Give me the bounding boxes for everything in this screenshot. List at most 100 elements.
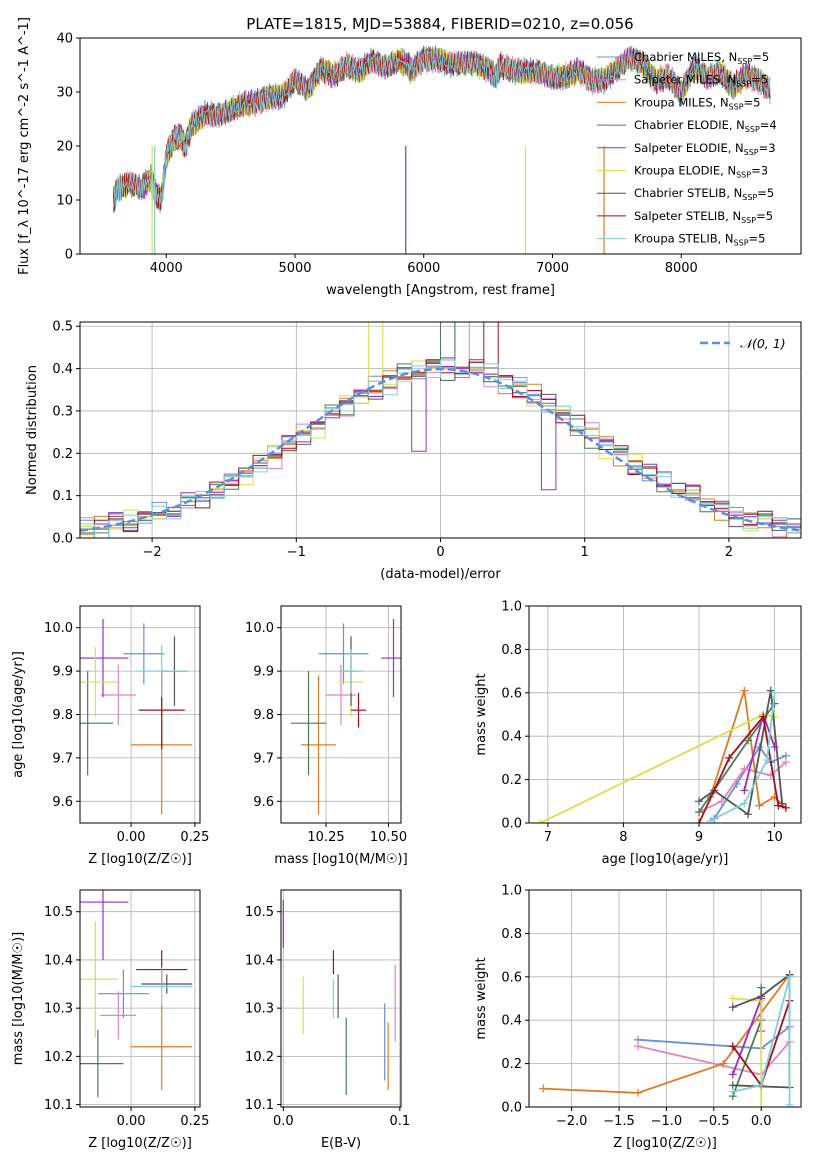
y-tick-label: 0.2	[52, 447, 73, 462]
y-tick-label: 10.4	[44, 953, 73, 968]
y-tick-label: 1.0	[501, 600, 522, 615]
weight-series-line	[709, 692, 776, 822]
weight-point-marker	[728, 994, 737, 1003]
x-tick-label: 10	[766, 830, 783, 845]
x-tick-label: 7000	[536, 261, 569, 276]
chart-panel-mass-weight-vs-Z: −2.0 −1.5 −1.0 −0.5 0.0 0.0 0.2 0.4 0.6 0.8 1.0 Z […	[474, 884, 802, 1151]
y-tick-label: 10.0	[44, 621, 73, 636]
y-tick-label: 1.0	[501, 884, 522, 899]
x-tick-label: −0.5	[698, 1114, 730, 1129]
axis-frame	[528, 889, 802, 1108]
weight-point-marker	[763, 756, 771, 765]
x-axis-label: Z [log10(Z/Z☉)]	[88, 1136, 192, 1151]
weight-point-marker	[740, 799, 749, 808]
x-tick-label: 10.25	[307, 830, 344, 845]
x-axis-label: Z [log10(Z/Z☉)]	[613, 1136, 717, 1151]
weight-point-marker	[785, 1100, 794, 1107]
weight-point-marker	[781, 758, 790, 767]
weight-point-marker	[719, 1059, 728, 1068]
axis-frame	[280, 889, 402, 1108]
weight-point-marker	[757, 1103, 766, 1107]
chart-panel-mass-vs-Z: 0.00 0.25 10.1 10.2 10.3 10.4 10.5 Z [log10(Z/Z…	[11, 889, 209, 1151]
x-tick-label: −2.0	[556, 1114, 588, 1129]
x-tick-label: −1.5	[603, 1114, 635, 1129]
y-tick-label: 40	[56, 32, 73, 47]
y-tick-label: 10.0	[245, 621, 274, 636]
x-tick-label: 0.25	[180, 1114, 209, 1129]
x-tick-label: −1	[287, 545, 306, 560]
x-axis-label: E(B-V)	[321, 1136, 361, 1151]
x-tick-label: 0.0	[273, 1114, 294, 1129]
x-tick-label: 5000	[278, 261, 311, 276]
y-tick-label: 0.0	[52, 532, 73, 547]
plot-area	[80, 619, 193, 815]
weight-point-marker	[728, 1003, 737, 1012]
gaussian-reference-line	[80, 367, 801, 532]
plot-area	[113, 45, 771, 254]
x-tick-label: 8	[619, 830, 627, 845]
y-tick-label: 20	[56, 140, 73, 155]
weight-point-marker	[728, 1070, 737, 1079]
weight-point-marker	[725, 753, 734, 762]
legend-label: Kroupa ELODIE, NSSP=3	[634, 164, 768, 180]
y-tick-label: 10.5	[245, 905, 274, 920]
x-axis-label: age [log10(age/yr)]	[602, 852, 729, 867]
weight-series-line	[732, 976, 791, 1105]
x-tick-label: −1.0	[651, 1114, 683, 1129]
spectrum-line	[113, 48, 771, 207]
weight-point-marker	[785, 972, 794, 981]
y-tick-label: 10.3	[44, 1002, 73, 1017]
plot-area	[539, 970, 794, 1107]
x-axis-label: wavelength [Angstrom, rest frame]	[326, 283, 555, 298]
weight-point-marker	[695, 819, 703, 823]
x-axis-label: (data-model)/error	[380, 567, 501, 582]
y-tick-label: 9.8	[52, 708, 73, 723]
x-tick-label: 2	[725, 545, 733, 560]
y-tick-label: 0.6	[501, 970, 522, 985]
x-tick-label: 0.00	[117, 1114, 146, 1129]
y-tick-label: 10.4	[245, 953, 274, 968]
x-tick-label: 0	[436, 545, 444, 560]
weight-point-marker	[744, 736, 753, 745]
weight-point-marker	[728, 1087, 737, 1096]
y-tick-label: 0.4	[52, 362, 73, 377]
x-tick-label: 7	[544, 830, 552, 845]
y-axis-label: mass weight	[474, 957, 489, 1039]
weight-point-marker	[744, 810, 753, 819]
legend-label: Salpeter STELIB, NSSP=5	[634, 209, 773, 225]
y-tick-label: 10.2	[44, 1050, 73, 1065]
y-axis-label: Flux [f_λ 10^-17 erg cm^-2 s^-1 A^-1]	[17, 17, 32, 275]
legend-label: Chabrier ELODIE, NSSP=4	[634, 118, 777, 134]
y-tick-label: 9.7	[52, 751, 73, 766]
weight-series-line	[543, 974, 791, 1094]
x-tick-label: 4000	[150, 261, 183, 276]
weight-point-marker	[536, 819, 545, 823]
y-axis-label: age [log10(age/yr)]	[11, 651, 26, 778]
y-tick-label: 9.6	[253, 795, 274, 810]
x-axis-label: Z [log10(Z/Z☉)]	[88, 852, 192, 867]
x-tick-label: 0.25	[180, 830, 209, 845]
y-tick-label: 9.7	[253, 751, 274, 766]
weight-point-marker	[539, 1084, 548, 1093]
plot-area	[282, 899, 396, 1095]
legend: Chabrier MILES, NSSP=5 Salpeter MILES, NS…	[597, 50, 777, 248]
y-tick-label: 0.0	[501, 1101, 522, 1116]
y-tick-label: 10.3	[245, 1002, 274, 1017]
y-tick-label: 0.4	[501, 730, 522, 745]
y-tick-label: 9.6	[52, 795, 73, 810]
weight-point-marker	[633, 1088, 642, 1097]
weight-point-marker	[781, 803, 790, 812]
y-tick-label: 0.1	[52, 489, 73, 504]
x-tick-label: 0.00	[117, 830, 146, 845]
y-axis-label: Normed distribution	[25, 365, 40, 495]
weight-point-marker	[740, 764, 749, 773]
weight-point-marker	[770, 688, 779, 697]
y-tick-label: 10.1	[245, 1098, 274, 1113]
x-tick-label: 0.0	[751, 1114, 772, 1129]
y-tick-label: 0.5	[52, 320, 73, 335]
y-tick-label: 9.9	[253, 665, 274, 680]
x-tick-label: 1	[581, 545, 589, 560]
y-tick-label: 30	[56, 86, 73, 101]
plot-area	[80, 322, 801, 538]
